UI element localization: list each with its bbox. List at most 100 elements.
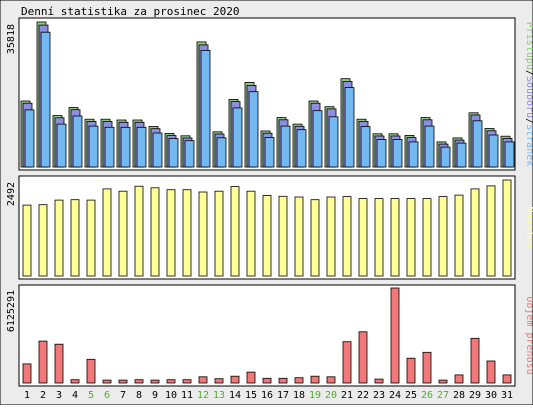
bar-visits-day-15 <box>246 190 256 277</box>
x-label-day-25: 25 <box>405 390 417 401</box>
bar-pages-day-9 <box>152 132 163 168</box>
bar-pages-day-6 <box>104 126 115 168</box>
bar-pages-day-13 <box>216 137 227 168</box>
bar-pages-day-8 <box>136 126 147 168</box>
bar-kbytes-day-24 <box>390 287 400 384</box>
bar-visits-day-21 <box>342 196 352 277</box>
bar-visits-day-16 <box>262 195 272 277</box>
x-label-day-8: 8 <box>136 390 142 401</box>
bar-visits-day-2 <box>38 204 48 277</box>
bar-pages-day-20 <box>328 116 339 168</box>
chart-panel-visits: 2492 Návštěv <box>6 175 533 280</box>
chart-panel-kbytes: 6125291 Objem přenosu <box>6 284 533 387</box>
legend-entry: / <box>524 118 533 124</box>
bar-kbytes-day-6 <box>102 379 112 384</box>
bar-pages-day-4 <box>72 115 83 168</box>
bar-visits-day-26 <box>422 198 432 277</box>
x-label-day-2: 2 <box>40 390 46 401</box>
x-label-day-23: 23 <box>373 390 385 401</box>
x-label-day-28: 28 <box>453 390 465 401</box>
bar-visits-day-14 <box>230 186 240 277</box>
bar-visits-day-20 <box>326 196 336 277</box>
bar-pages-day-26 <box>424 125 435 168</box>
bar-kbytes-day-4 <box>70 379 80 384</box>
legend: Návštěv <box>524 206 533 248</box>
bar-pages-day-10 <box>168 138 179 168</box>
bar-visits-day-25 <box>406 198 416 277</box>
bar-pages-day-21 <box>344 87 355 168</box>
bar-kbytes-day-15 <box>246 371 256 384</box>
bar-visits-day-17 <box>278 195 288 277</box>
bar-kbytes-day-11 <box>182 379 192 384</box>
bar-pages-day-23 <box>376 138 387 168</box>
bar-pages-day-29 <box>472 120 483 168</box>
x-label-day-18: 18 <box>293 390 305 401</box>
x-label-day-12: 12 <box>197 390 209 401</box>
x-label-day-1: 1 <box>24 390 30 401</box>
bar-pages-day-22 <box>360 126 371 168</box>
legend-entry: Stránek <box>524 124 533 166</box>
bar-kbytes-day-5 <box>86 358 96 384</box>
y-max-label: 2492 <box>6 182 17 206</box>
x-label-day-20: 20 <box>325 390 337 401</box>
bar-visits-day-5 <box>86 199 96 277</box>
bar-visits-day-13 <box>214 190 224 277</box>
bar-kbytes-day-18 <box>294 377 304 384</box>
x-label-day-17: 17 <box>277 390 289 401</box>
bar-visits-day-1 <box>22 204 32 277</box>
bar-visits-day-9 <box>150 187 160 277</box>
chart-title: Denní statistika za prosinec 2020 <box>21 5 240 18</box>
x-label-day-13: 13 <box>213 390 225 401</box>
bar-visits-day-4 <box>70 199 80 277</box>
bar-kbytes-day-2 <box>38 340 48 384</box>
bar-kbytes-day-12 <box>198 376 208 384</box>
bar-kbytes-day-17 <box>278 377 288 384</box>
bar-visits-day-22 <box>358 198 368 277</box>
bar-pages-day-16 <box>264 136 275 168</box>
bar-visits-day-12 <box>198 191 208 277</box>
x-label-day-22: 22 <box>357 390 369 401</box>
bar-kbytes-day-16 <box>262 377 272 384</box>
bar-kbytes-day-14 <box>230 375 240 384</box>
x-label-day-10: 10 <box>165 390 177 401</box>
bar-visits-day-18 <box>294 196 304 277</box>
bar-kbytes-day-31 <box>502 374 512 384</box>
x-label-day-4: 4 <box>72 390 78 401</box>
x-label-day-14: 14 <box>229 390 241 401</box>
bar-kbytes-day-3 <box>54 343 64 384</box>
bar-pages-day-12 <box>200 50 211 168</box>
bar-kbytes-day-20 <box>326 376 336 384</box>
bars <box>22 287 512 384</box>
x-label-day-24: 24 <box>389 390 401 401</box>
x-label-day-30: 30 <box>485 390 497 401</box>
bar-pages-day-5 <box>88 125 99 168</box>
chart-panels: 35818Přístupů/Souborů/Stránek2492Návštěv… <box>6 17 533 387</box>
bar-pages-day-17 <box>280 125 291 168</box>
y-max-label: 35818 <box>6 24 17 54</box>
x-label-day-26: 26 <box>421 390 433 401</box>
bar-pages-day-24 <box>392 138 403 168</box>
bar-visits-day-29 <box>470 188 480 277</box>
x-label-day-15: 15 <box>245 390 257 401</box>
bar-kbytes-day-26 <box>422 351 432 384</box>
bar-visits-day-3 <box>54 199 64 277</box>
x-label-day-5: 5 <box>88 390 94 401</box>
bar-visits-day-31 <box>502 179 512 277</box>
bar-kbytes-day-7 <box>118 379 128 384</box>
bar-kbytes-day-29 <box>470 337 480 384</box>
legend-entry: / <box>524 70 533 76</box>
x-label-day-11: 11 <box>181 390 193 401</box>
bar-pages-day-25 <box>408 141 419 168</box>
legend-entry: Přístupů <box>524 22 533 70</box>
bar-visits-day-24 <box>390 198 400 277</box>
bar-pages-day-27 <box>440 146 451 168</box>
x-label-day-7: 7 <box>120 390 126 401</box>
bar-pages-day-28 <box>456 142 467 168</box>
x-label-day-6: 6 <box>104 390 110 401</box>
bar-kbytes-day-22 <box>358 331 368 384</box>
bar-kbytes-day-21 <box>342 341 352 384</box>
x-label-day-27: 27 <box>437 390 449 401</box>
